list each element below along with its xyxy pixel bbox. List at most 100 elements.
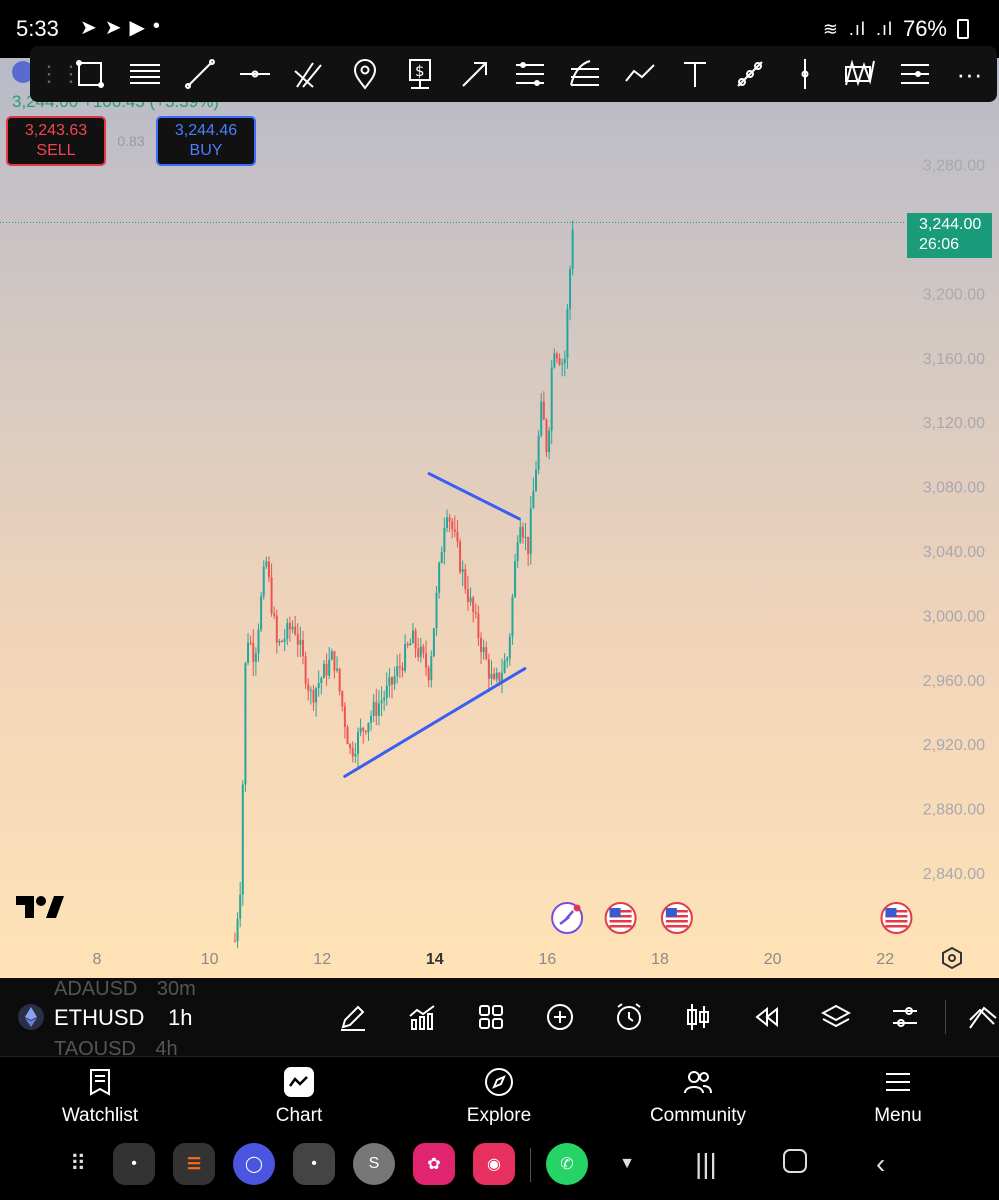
candle-body xyxy=(320,678,323,683)
chart-area[interactable]: 2,840.00 2,880.00 2,920.00 2,960.00 3,000.00… xyxy=(0,58,999,978)
event-markers[interactable] xyxy=(551,902,913,934)
indicators-icon[interactable] xyxy=(387,998,456,1036)
nav-explore[interactable]: Explore xyxy=(424,1065,574,1127)
trendline[interactable] xyxy=(427,472,521,521)
candle-body xyxy=(328,659,331,676)
trendlines[interactable] xyxy=(343,472,527,778)
price-label-icon[interactable]: $ xyxy=(392,46,447,102)
eagle-app-icon[interactable]: ▼ xyxy=(619,1155,635,1172)
pattern-icon[interactable] xyxy=(832,46,887,102)
y-tick-label: 3,040.00 xyxy=(923,544,985,561)
measure-icon[interactable] xyxy=(722,46,777,102)
wifi-icon: ≋ xyxy=(822,18,839,39)
pitchfork-icon[interactable] xyxy=(282,46,337,102)
trendline[interactable] xyxy=(343,667,527,778)
settings-sliders-icon[interactable] xyxy=(870,998,939,1036)
recents-button[interactable]: ||| xyxy=(695,1148,717,1179)
candle-body xyxy=(330,651,333,660)
candle-body xyxy=(367,722,370,733)
current-symbol[interactable]: ETHUSD xyxy=(54,1005,145,1030)
chrome-shortcut-icon[interactable]: S xyxy=(353,1143,395,1185)
svg-text:$: $ xyxy=(415,62,425,80)
more-icon[interactable]: ··· xyxy=(956,58,983,89)
bar-style-icon[interactable] xyxy=(663,998,732,1036)
candle-body xyxy=(445,517,448,529)
horizontal-lines-icon[interactable] xyxy=(117,46,172,102)
candle-body xyxy=(247,642,250,663)
candle-body xyxy=(427,667,430,681)
rectangle-icon[interactable] xyxy=(62,46,117,102)
text-icon[interactable] xyxy=(667,46,722,102)
candle-body xyxy=(464,569,467,590)
arrow-icon[interactable] xyxy=(447,46,502,102)
vertical-line-icon[interactable] xyxy=(777,46,832,102)
location-pin-icon[interactable] xyxy=(337,46,392,102)
nav-community[interactable]: Community xyxy=(623,1065,773,1127)
fib-icon[interactable] xyxy=(557,46,612,102)
ai-spark-icon[interactable] xyxy=(551,902,584,934)
candle-body xyxy=(459,541,462,573)
ethereum-logo-icon[interactable] xyxy=(12,61,34,83)
candle-body xyxy=(566,308,569,359)
candle-body xyxy=(480,637,483,653)
us-flag-icon[interactable] xyxy=(880,902,913,934)
interval-option-above[interactable]: ADAUSD 30m xyxy=(54,978,196,1001)
candle-body xyxy=(377,703,380,716)
candle-body xyxy=(521,526,524,538)
app-gray-icon[interactable]: • xyxy=(293,1143,335,1185)
plus-circle-icon[interactable] xyxy=(525,998,594,1036)
pencil-icon[interactable] xyxy=(318,998,387,1036)
replay-icon[interactable] xyxy=(732,998,801,1036)
us-flag-icon[interactable] xyxy=(604,902,637,934)
candle-body xyxy=(312,690,315,703)
candle-body xyxy=(495,672,498,680)
nav-watchlist[interactable]: Watchlist xyxy=(25,1065,175,1127)
parallel-channel-icon[interactable] xyxy=(502,46,557,102)
layout-grid-icon[interactable] xyxy=(456,998,525,1036)
browser-icon[interactable]: ◯ xyxy=(233,1143,275,1185)
candle-body xyxy=(291,626,294,630)
candle-body xyxy=(283,638,286,642)
chart-style-icon[interactable] xyxy=(966,1002,999,1032)
candle-body xyxy=(380,700,383,704)
x-tick-label: 14 xyxy=(426,951,444,968)
flower-app-icon[interactable]: ✿ xyxy=(413,1143,455,1185)
candle-body xyxy=(257,629,260,654)
current-interval[interactable]: 1h xyxy=(168,1005,193,1030)
nav-chart[interactable]: Chart xyxy=(224,1065,374,1127)
app-dark-icon[interactable]: • xyxy=(113,1143,155,1185)
list-icon[interactable] xyxy=(887,46,942,102)
candle-body xyxy=(304,656,307,684)
app-orange-icon[interactable]: ☰ xyxy=(173,1143,215,1185)
trend-line-icon[interactable] xyxy=(172,46,227,102)
candle-body xyxy=(393,676,396,685)
chart-settings-icon[interactable] xyxy=(942,946,962,970)
candle-body xyxy=(336,668,339,671)
nav-menu[interactable]: Menu xyxy=(823,1065,973,1127)
candle-body xyxy=(414,630,417,649)
app-drawer-icon[interactable]: ⠿ xyxy=(69,1151,87,1176)
drag-handle-icon[interactable]: ⋮⋮ xyxy=(38,61,82,86)
camera-app-icon[interactable]: ◉ xyxy=(473,1143,515,1185)
us-flag-icon[interactable] xyxy=(660,902,693,934)
home-button[interactable] xyxy=(783,1148,807,1180)
sell-button[interactable]: 3,243.63 SELL xyxy=(6,116,106,166)
candle-body xyxy=(270,577,273,614)
x-axis: 8 10 12 14 16 18 20 22 xyxy=(93,951,895,968)
buy-button[interactable]: 3,244.46 BUY xyxy=(156,116,256,166)
y-tick-label: 3,280.00 xyxy=(923,158,985,175)
layers-icon[interactable] xyxy=(801,998,870,1036)
x-tick-label: 18 xyxy=(651,951,669,968)
candle-body xyxy=(267,561,270,578)
menu-icon xyxy=(886,1073,910,1091)
candle-body xyxy=(511,596,514,637)
back-button[interactable]: ‹ xyxy=(876,1148,886,1179)
price-chart[interactable]: 2,840.00 2,880.00 2,920.00 2,960.00 3,000.00… xyxy=(0,58,999,978)
horizontal-ray-icon[interactable] xyxy=(227,46,282,102)
alarm-icon[interactable] xyxy=(594,998,663,1036)
candle-body xyxy=(516,542,519,562)
interval-option-below[interactable]: TAOUSD 4h xyxy=(54,1038,178,1056)
whatsapp-icon[interactable]: ✆ xyxy=(546,1143,588,1185)
signal-icon: .ıl xyxy=(848,18,866,39)
path-icon[interactable] xyxy=(612,46,667,102)
